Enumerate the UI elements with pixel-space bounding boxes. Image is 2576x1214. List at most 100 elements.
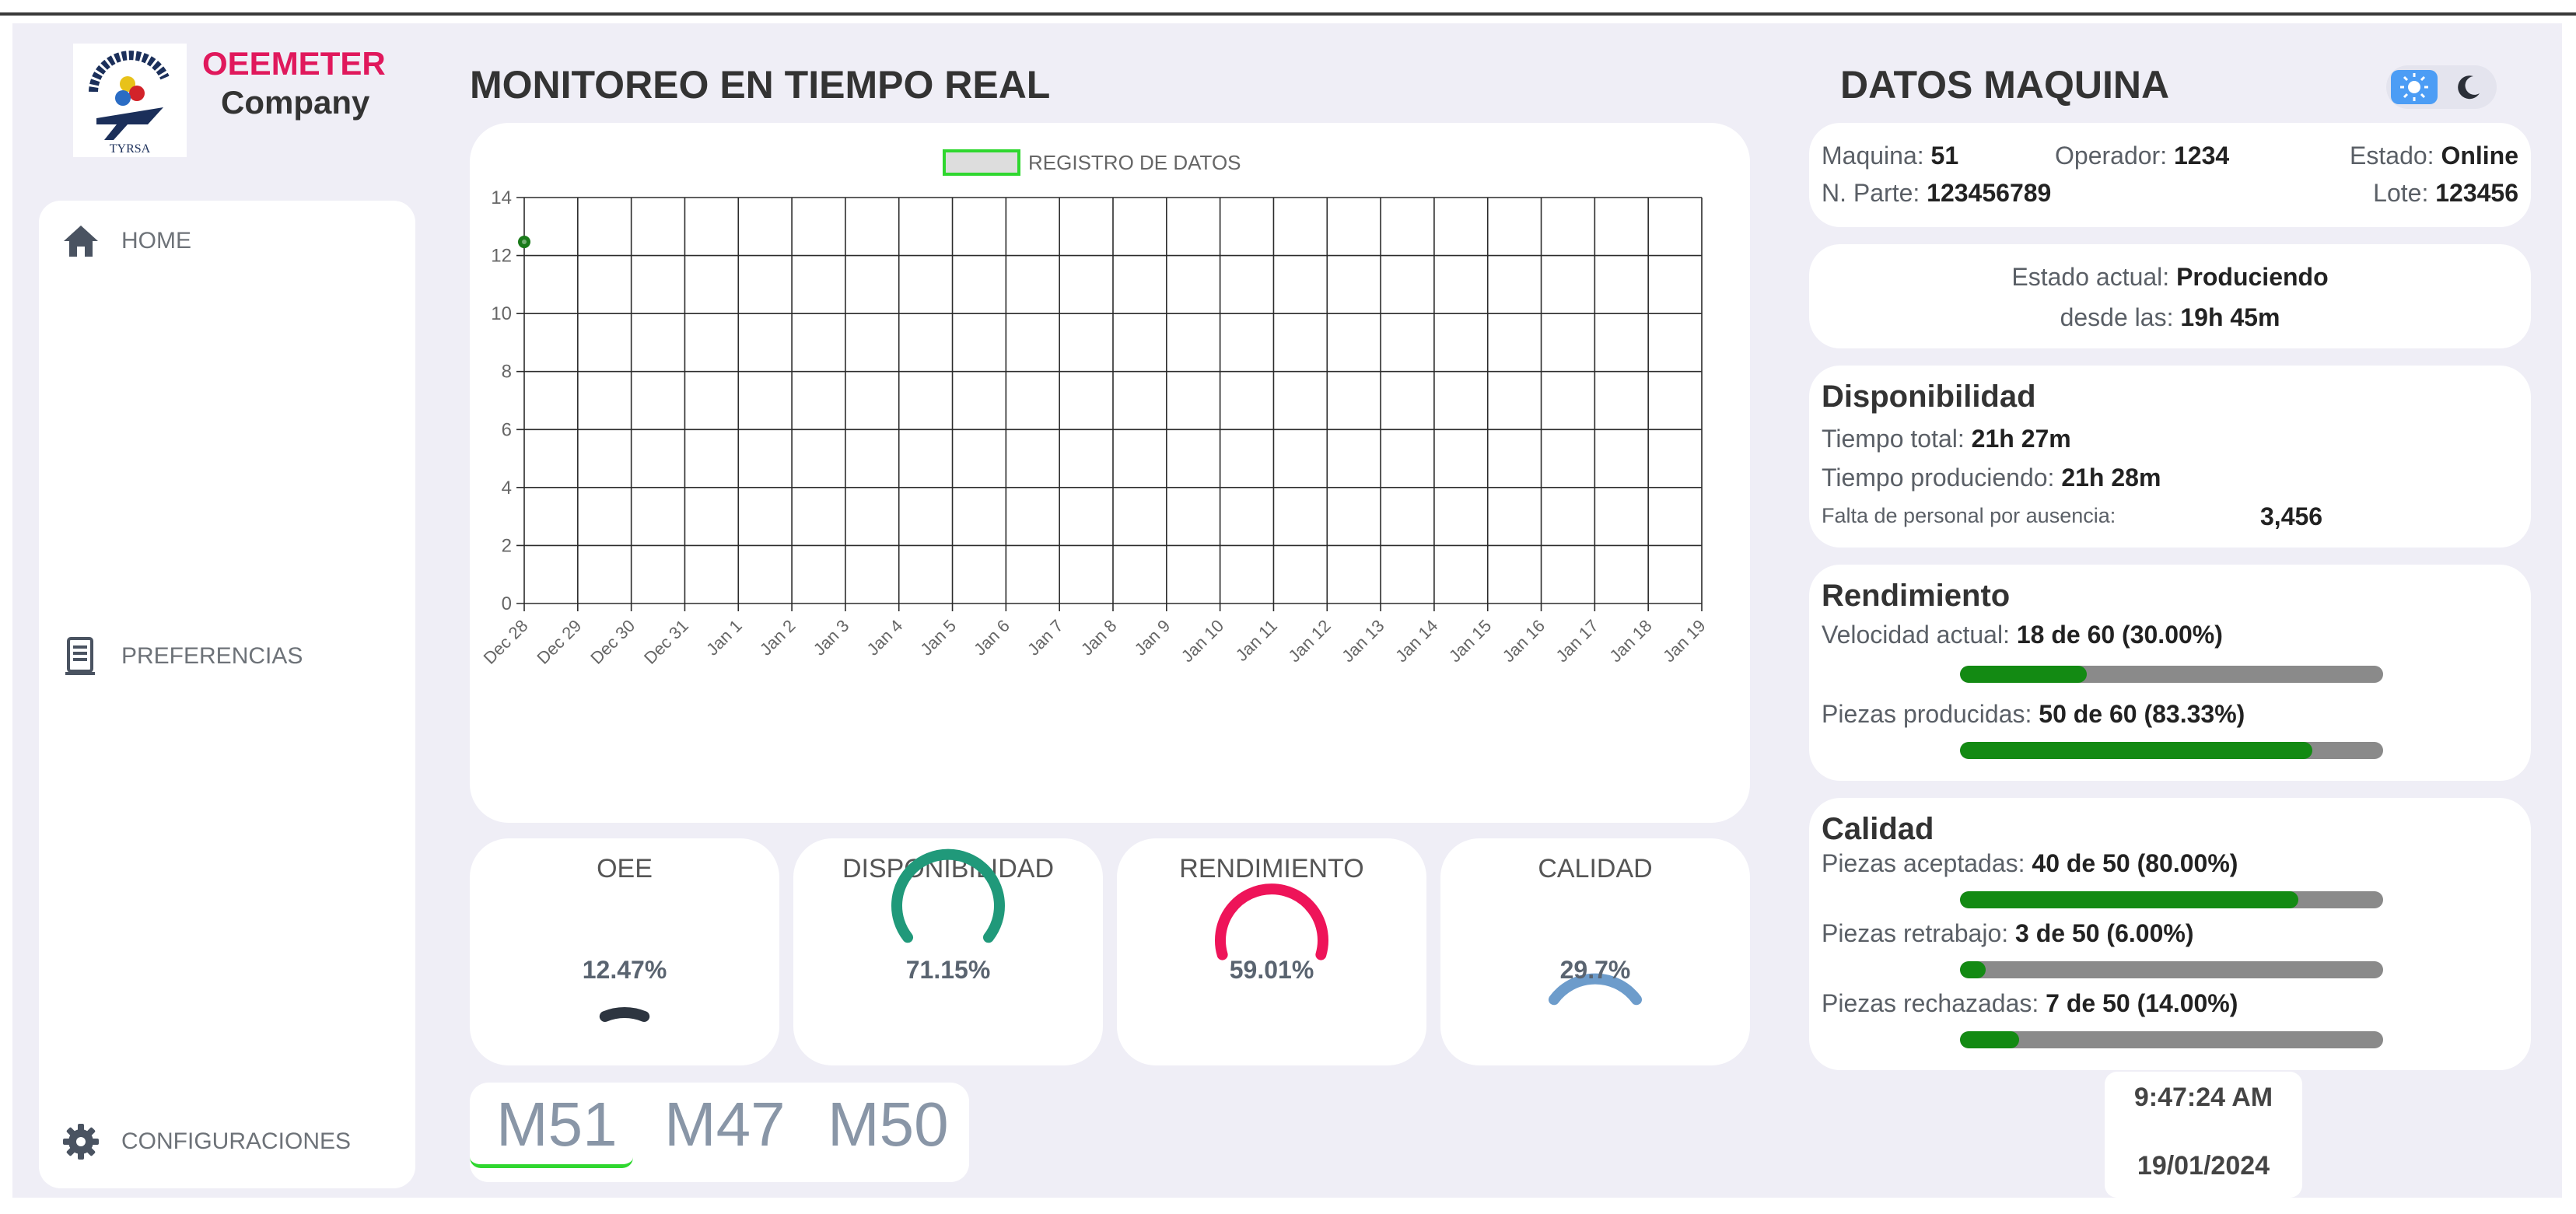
home-icon xyxy=(64,226,98,257)
machine-data-title: DATOS MAQUINA xyxy=(1840,63,2170,107)
y-tick-label: 8 xyxy=(502,362,512,383)
y-tick-label: 6 xyxy=(502,419,512,440)
gauge-arc xyxy=(891,848,1005,943)
data-point-highlight xyxy=(522,240,527,245)
operador-field: Operador: 1234 xyxy=(2055,142,2230,170)
data-chart: REGISTRO DE DATOS Dec 28 Dec 29 Dec 30 Dec 3… xyxy=(480,149,1710,668)
gauge-arc xyxy=(1215,883,1328,960)
x-tick-label: Dec 29 xyxy=(533,616,585,668)
piezas-aceptadas: Piezas aceptadas: 40 de 50 (80.00%) xyxy=(1822,849,2238,877)
x-tick-label: Jan 10 xyxy=(1178,616,1227,666)
gauge-arc xyxy=(1548,973,1643,1006)
gauge-arc xyxy=(599,1007,650,1022)
rechazadas-progress xyxy=(1960,1031,2383,1048)
gauge-title: RENDIMIENTO xyxy=(1179,854,1364,883)
tab-m51[interactable]: M51 xyxy=(496,1090,618,1159)
clock-card: 9:47:24 AM 19/01/2024 xyxy=(2105,1072,2302,1198)
aceptadas-progress xyxy=(1960,891,2383,908)
estado-desde: desde las: 19h 45m xyxy=(2060,303,2280,331)
disponibilidad-card: Disponibilidad Tiempo total: 21h 27m Tie… xyxy=(1809,366,2531,548)
tab-m50[interactable]: M50 xyxy=(828,1090,949,1159)
gauge-calidad: CALIDAD 29.7% xyxy=(1440,838,1750,1065)
sidebar-item-label: HOME xyxy=(121,228,191,254)
clock-time: 9:47:24 AM xyxy=(2133,1083,2273,1112)
tiempo-total: Tiempo total: 21h 27m xyxy=(1822,425,2071,453)
y-tick-label: 14 xyxy=(491,187,512,208)
rendimiento-title: Rendimiento xyxy=(1822,579,2011,613)
maquina-field: Maquina: 51 xyxy=(1822,142,1959,170)
machine-info-card: Maquina: 51 Operador: 1234 Estado: Onlin… xyxy=(1809,123,2531,227)
chart-card: REGISTRO DE DATOS Dec 28 Dec 29 Dec 30 Dec 3… xyxy=(470,123,1750,823)
y-tick-label: 0 xyxy=(502,593,512,614)
x-tick-label: Jan 2 xyxy=(756,616,800,659)
document-icon xyxy=(65,637,95,675)
retrabajo-progress xyxy=(1960,961,2383,978)
disponibilidad-title: Disponibilidad xyxy=(1822,380,2036,414)
piezas-producidas: Piezas producidas: 50 de 60 (83.33%) xyxy=(1822,700,2245,728)
y-tick-label: 2 xyxy=(502,535,512,556)
brand-company: Company xyxy=(221,84,370,121)
x-tick-label: Jan 12 xyxy=(1284,616,1334,666)
page-title: MONITOREO EN TIEMPO REAL xyxy=(470,63,1051,107)
x-tick-label: Dec 28 xyxy=(480,616,532,668)
falta-personal-value: 3,456 xyxy=(2260,502,2323,530)
gear-icon xyxy=(63,1124,99,1160)
tiempo-produciendo: Tiempo produciendo: 21h 28m xyxy=(1822,464,2161,492)
x-tick-label: Jan 14 xyxy=(1391,616,1441,666)
sidebar-item-label: CONFIGURACIONES xyxy=(121,1128,352,1154)
piezas-retrabajo: Piezas retrabajo: 3 de 50 (6.00%) xyxy=(1822,919,2194,947)
estado-field: Estado: Online xyxy=(2350,142,2518,170)
piezas-rechazadas: Piezas rechazadas: 7 de 50 (14.00%) xyxy=(1822,989,2238,1017)
x-tick-label: Jan 4 xyxy=(863,616,907,659)
x-tick-label: Jan 16 xyxy=(1499,616,1549,666)
x-tick-label: Jan 18 xyxy=(1605,616,1655,666)
status-card: Estado actual: Produciendo desde las: 19… xyxy=(1809,244,2531,348)
sidebar: HOME PREFERENCIAS CONFIGURACIONES xyxy=(39,201,415,1188)
x-tick-label: Jan 17 xyxy=(1552,616,1602,666)
gauge-value: 59.01% xyxy=(1230,956,1314,984)
y-tick-label: 10 xyxy=(491,303,512,324)
x-tick-label: Jan 6 xyxy=(970,616,1013,659)
sidebar-item-home[interactable]: HOME xyxy=(62,224,191,258)
x-tick-label: Jan 7 xyxy=(1024,616,1067,659)
x-tick-label: Jan 8 xyxy=(1077,616,1121,659)
clock-date: 19/01/2024 xyxy=(2137,1151,2270,1181)
y-tick-label: 4 xyxy=(502,478,512,499)
estado-actual: Estado actual: Produciendo xyxy=(2011,263,2329,291)
x-tick-label: Jan 15 xyxy=(1445,616,1495,666)
sidebar-item-preferencias[interactable]: PREFERENCIAS xyxy=(62,636,303,677)
tyrsa-logo: TYRSA xyxy=(73,44,187,157)
window-top-border xyxy=(0,12,2576,16)
tab-m47[interactable]: M47 xyxy=(664,1090,786,1159)
sun-icon[interactable] xyxy=(2391,70,2438,104)
falta-personal-label: Falta de personal por ausencia: xyxy=(1822,504,2116,527)
x-tick-label: Jan 9 xyxy=(1131,616,1174,659)
moon-icon[interactable] xyxy=(2453,72,2484,103)
x-tick-label: Jan 1 xyxy=(702,616,746,659)
x-tick-label: Jan 11 xyxy=(1232,616,1281,665)
lote-field: Lote: 123456 xyxy=(2373,179,2518,207)
piezas-producidas-progress xyxy=(1960,742,2383,759)
x-tick-label: Dec 30 xyxy=(586,616,639,668)
calidad-card: Calidad Piezas aceptadas: 40 de 50 (80.0… xyxy=(1809,798,2531,1070)
velocidad-progress xyxy=(1960,666,2383,683)
calidad-title: Calidad xyxy=(1822,812,1934,846)
gauge-value: 29.7% xyxy=(1560,956,1631,984)
legend-label: REGISTRO DE DATOS xyxy=(1028,151,1241,174)
legend-swatch xyxy=(943,149,1020,176)
x-tick-label: Jan 19 xyxy=(1659,616,1709,666)
brand-name: OEEMETER xyxy=(202,45,386,82)
sidebar-item-label: PREFERENCIAS xyxy=(121,643,303,669)
gauge-rendimiento: RENDIMIENTO 59.01% xyxy=(1117,838,1426,1065)
sidebar-item-configuraciones[interactable]: CONFIGURACIONES xyxy=(62,1123,351,1160)
gauge-oee: OEE 12.47% xyxy=(470,838,779,1065)
active-tab-indicator xyxy=(470,1157,633,1168)
theme-toggle[interactable] xyxy=(2386,65,2497,109)
gauge-title: CALIDAD xyxy=(1538,854,1653,883)
gauge-value: 71.15% xyxy=(906,956,991,984)
x-tick-label: Dec 31 xyxy=(640,616,692,668)
x-tick-label: Jan 5 xyxy=(916,616,960,659)
velocidad-actual: Velocidad actual: 18 de 60 (30.00%) xyxy=(1822,621,2223,649)
data-point xyxy=(518,236,530,249)
x-tick-label: Jan 3 xyxy=(810,616,853,659)
